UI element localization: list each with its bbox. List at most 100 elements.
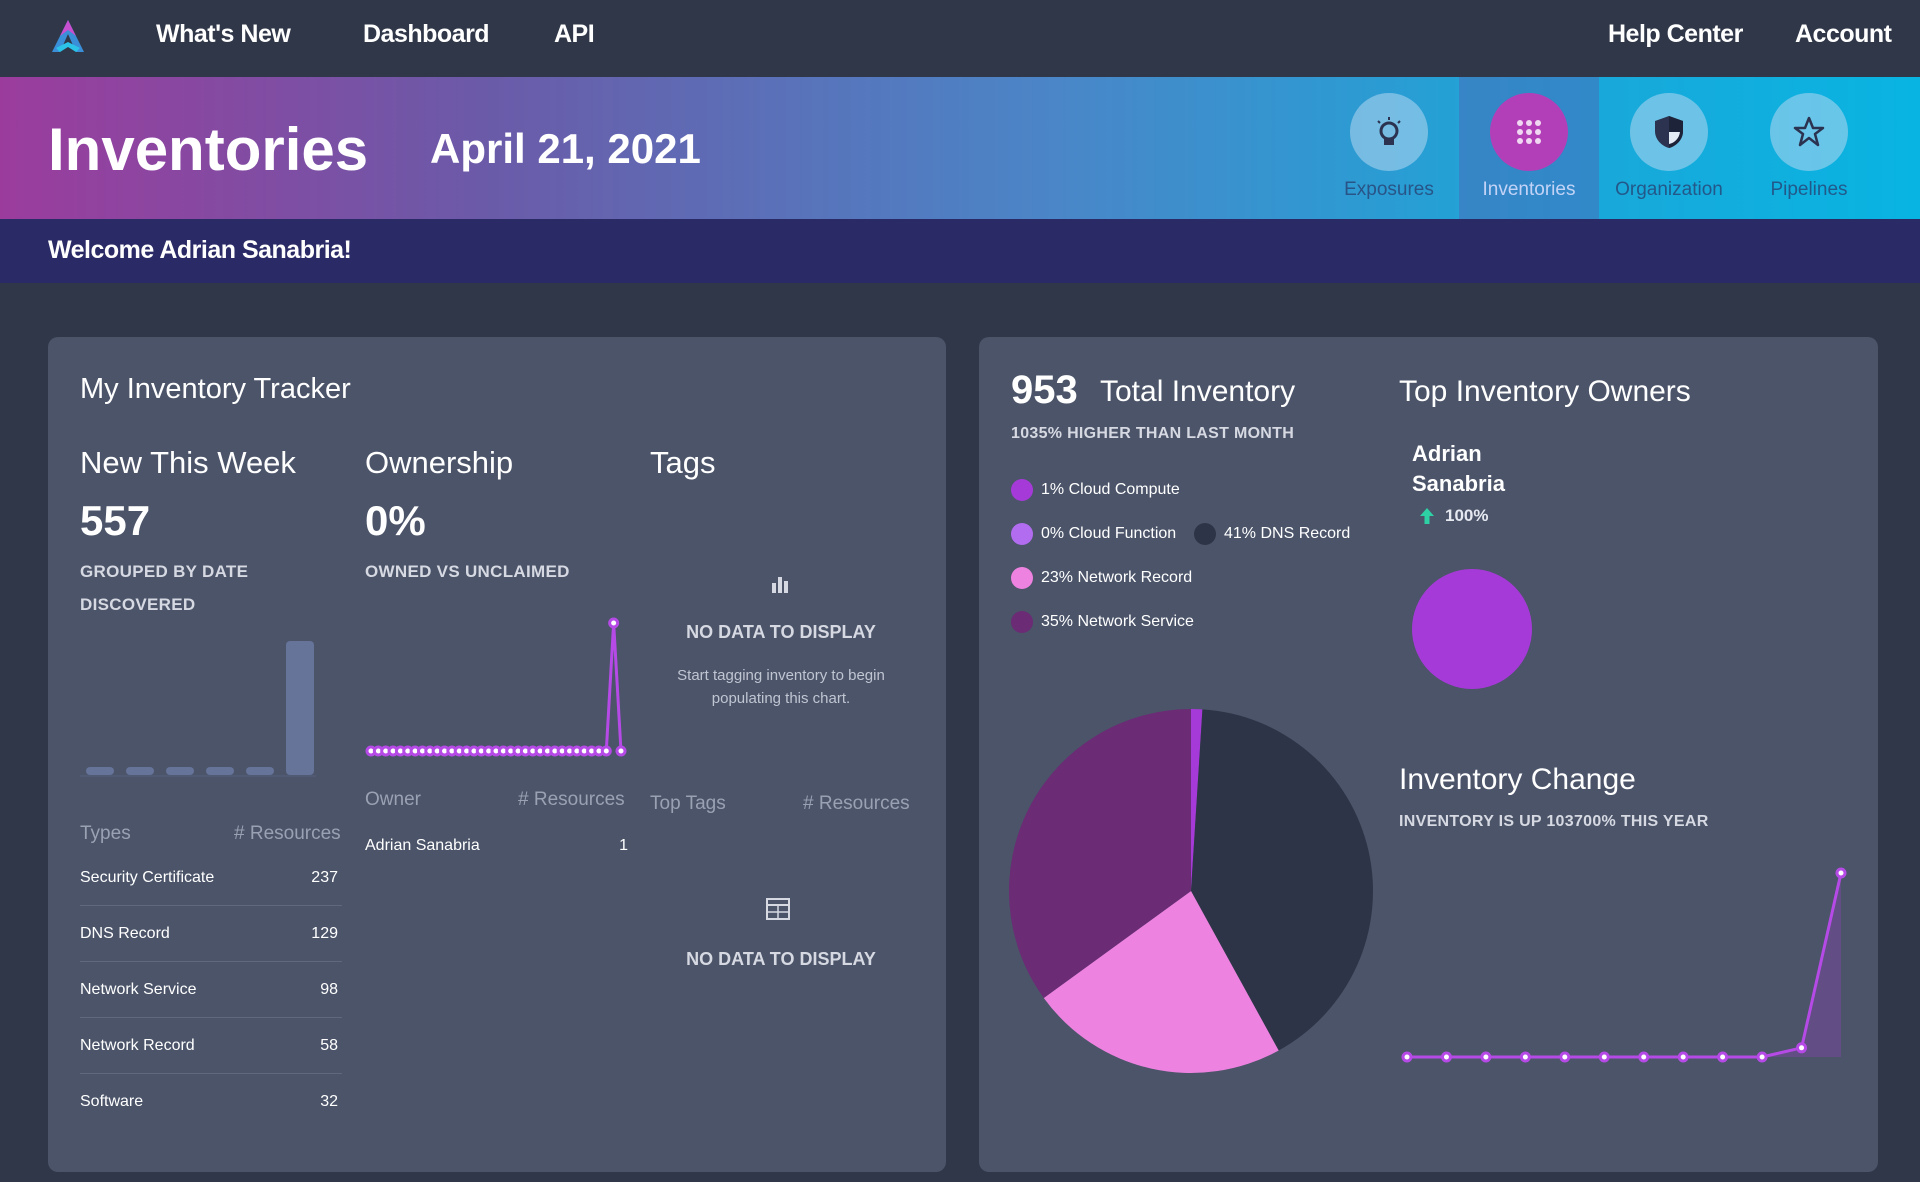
tags-heading: Tags — [650, 445, 716, 480]
total-inventory-caption: 1035% HIGHER THAN LAST MONTH — [1011, 425, 1295, 442]
legend-label: 41% DNS Record — [1224, 525, 1351, 542]
owner-resources-col-header: # Resources — [518, 789, 625, 810]
top-owner-name: Adrian — [1412, 441, 1482, 466]
page-title: Inventories — [48, 116, 369, 183]
quick-link-label: Pipelines — [1770, 179, 1848, 200]
total-inventory-label: Total Inventory — [1100, 375, 1296, 408]
quick-link-organization[interactable]: Organization — [1599, 77, 1739, 219]
line-point — [1796, 1042, 1808, 1054]
owner-row-name: Adrian Sanabria — [365, 837, 480, 854]
line-point — [1519, 1051, 1531, 1063]
bar-mark — [246, 767, 274, 775]
lightbulb-icon — [1377, 117, 1401, 145]
top-owners-title: Top Inventory Owners — [1399, 375, 1691, 408]
legend-network-service: 35% Network Service — [1011, 611, 1194, 633]
inventory-change-line-chart — [1401, 867, 1847, 1063]
type-row-label: Network Record — [80, 1037, 195, 1054]
pie-slice — [1191, 709, 1373, 1051]
quick-link-exposures[interactable]: Exposures — [1319, 77, 1459, 219]
pie-slice — [1412, 569, 1532, 689]
type-row-count: 237 — [311, 869, 338, 886]
row-divider — [80, 1073, 342, 1074]
line-point — [1480, 1051, 1492, 1063]
shield-icon — [1655, 116, 1683, 148]
line-point — [1440, 1051, 1452, 1063]
line-point — [1638, 1051, 1650, 1063]
tracker-title: My Inventory Tracker — [80, 373, 351, 405]
legend-label: 1% Cloud Compute — [1041, 481, 1180, 498]
type-row-count: 32 — [320, 1093, 338, 1110]
tags-hint-2: populating this chart. — [711, 690, 851, 707]
inventory-summary-card: 953 Total Inventory 1035% HIGHER THAN LA… — [979, 337, 1878, 1172]
line-point — [615, 745, 627, 757]
type-row-label: Security Certificate — [80, 869, 215, 886]
quick-link-pipelines[interactable]: Pipelines — [1739, 77, 1879, 219]
tags-no-data: NO DATA TO DISPLAY — [686, 622, 876, 642]
exposures-circle — [1350, 93, 1428, 171]
legend-dot — [1194, 523, 1216, 545]
welcome-bar: Welcome Adrian Sanabria! — [0, 219, 1920, 283]
bar-mark — [86, 767, 114, 775]
grid-icon — [1517, 120, 1541, 144]
ownership-heading: Ownership — [365, 445, 514, 480]
nav-api[interactable]: API — [554, 20, 595, 48]
inventory-change-title: Inventory Change — [1399, 763, 1636, 796]
inventory-change-caption: INVENTORY IS UP 103700% THIS YEAR — [1399, 813, 1709, 830]
page-banner: Inventories April 21, 2021 Exposures Inv… — [0, 77, 1920, 219]
arrow-up-icon — [1420, 508, 1434, 524]
quick-link-label: Inventories — [1482, 179, 1576, 200]
logo-icon[interactable] — [46, 16, 90, 56]
bar-chart-icon — [772, 577, 788, 593]
nav-account[interactable]: Account — [1795, 20, 1892, 48]
new-this-week-bar-chart — [80, 641, 316, 777]
quick-link-inventories[interactable]: Inventories — [1459, 77, 1599, 219]
bar-mark — [286, 641, 314, 775]
nav-help-center[interactable]: Help Center — [1608, 20, 1743, 48]
line-series — [371, 622, 623, 753]
owner-col-header: Owner — [365, 789, 421, 810]
line-area — [1407, 873, 1841, 1057]
top-owners-pie-chart — [1412, 569, 1532, 689]
quick-link-label: Organization — [1615, 179, 1723, 200]
total-inventory-pie-chart — [1009, 709, 1373, 1073]
tags-resources-col-header: # Resources — [803, 793, 910, 814]
legend-dot — [1011, 479, 1033, 501]
top-owner-name-2: Sanabria — [1412, 471, 1505, 496]
row-divider — [80, 1017, 342, 1018]
new-this-week-heading: New This Week — [80, 445, 296, 480]
type-row-label: DNS Record — [80, 925, 170, 942]
organization-circle — [1630, 93, 1708, 171]
legend-dot — [1011, 567, 1033, 589]
legend-label: 35% Network Service — [1041, 613, 1194, 630]
top-tags-col-header: Top Tags — [650, 793, 726, 814]
legend-dns-record: 41% DNS Record — [1194, 523, 1350, 545]
pipelines-circle — [1770, 93, 1848, 171]
legend-label: 0% Cloud Function — [1041, 525, 1177, 542]
owner-row-count: 1 — [619, 837, 628, 854]
page-date: April 21, 2021 — [430, 125, 701, 172]
bar-mark — [206, 767, 234, 775]
line-point — [600, 745, 612, 757]
legend-cloud-function: 0% Cloud Function — [1011, 523, 1176, 545]
ownership-line-chart — [365, 617, 627, 757]
legend-dot — [1011, 523, 1033, 545]
pie-slice — [1191, 709, 1203, 891]
top-owner-percent: 100% — [1445, 506, 1489, 525]
line-point — [1677, 1051, 1689, 1063]
legend-cloud-compute: 1% Cloud Compute — [1011, 479, 1180, 501]
nav-whats-new[interactable]: What's New — [156, 20, 291, 48]
star-icon — [1793, 116, 1825, 147]
legend-dot — [1011, 611, 1033, 633]
legend-label: 23% Network Record — [1041, 569, 1193, 586]
nav-dashboard[interactable]: Dashboard — [363, 20, 490, 48]
welcome-message: Welcome Adrian Sanabria! — [48, 236, 352, 264]
line-point — [608, 617, 620, 629]
line-point — [1401, 1051, 1413, 1063]
row-divider — [80, 905, 342, 906]
line-series — [1407, 872, 1843, 1059]
type-row-count: 58 — [320, 1037, 338, 1054]
inventories-circle — [1490, 93, 1568, 171]
bar-mark — [126, 767, 154, 775]
tags-hint: Start tagging inventory to begin — [677, 667, 885, 684]
new-this-week-caption: GROUPED BY DATE — [80, 562, 249, 581]
